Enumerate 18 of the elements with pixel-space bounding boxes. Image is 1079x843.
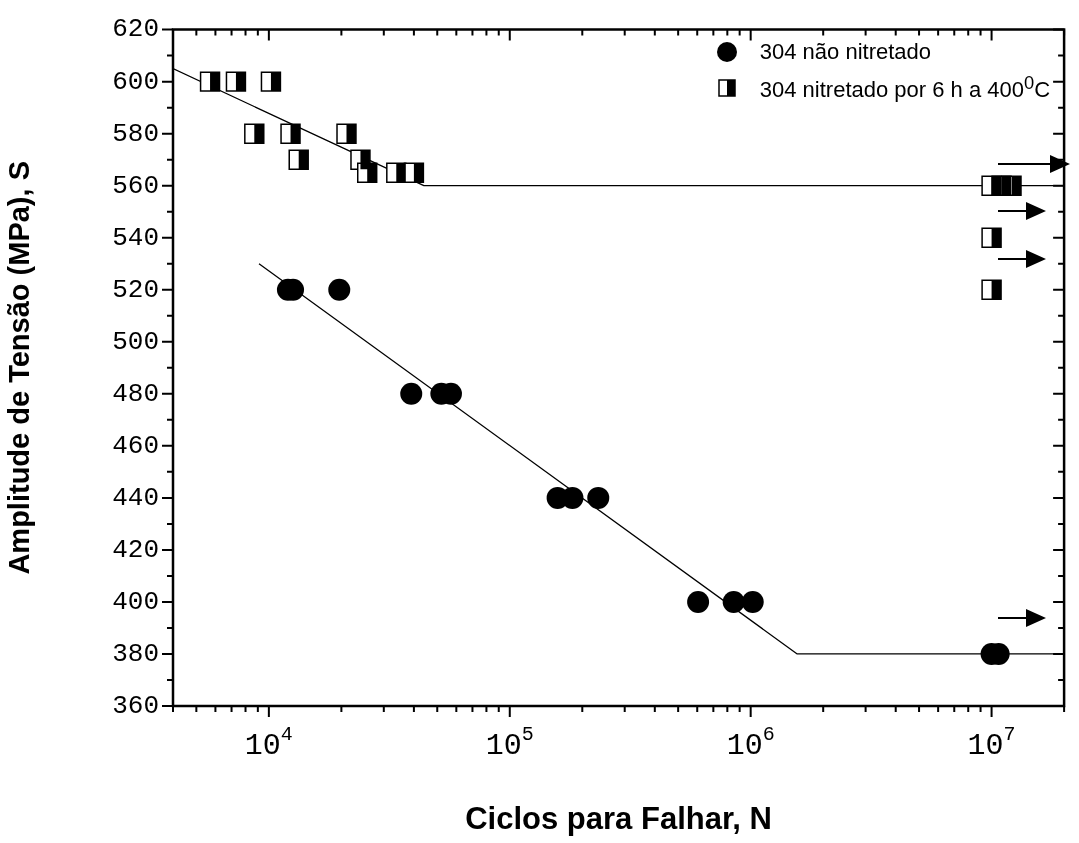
y-tick-label: 620 [112,14,159,45]
y-tick-label: 480 [112,378,159,409]
y-tick-label: 360 [112,690,159,721]
y-tick-label: 520 [112,274,159,305]
y-tick-label: 440 [112,482,159,513]
legend-label: 304 nitretado por 6 h a 400$^{0}$C [759,71,1051,104]
y-tick-label: 400 [112,586,159,617]
y-axis-title: Amplitude de Tensão (MPa), S [3,161,36,575]
y-tick-label: 460 [112,430,159,461]
y-tick-label: 380 [112,638,159,669]
y-tick-label: 420 [112,534,159,565]
y-tick-label: 540 [112,222,159,253]
legend-label: 304 não nitretado [759,38,932,65]
y-tick-label: 600 [112,66,159,97]
y-tick-label: 560 [112,170,159,201]
y-tick-label: 580 [112,118,159,149]
x-axis-title: Ciclos para Falhar, N [465,800,772,836]
y-tick-label: 500 [112,326,159,357]
